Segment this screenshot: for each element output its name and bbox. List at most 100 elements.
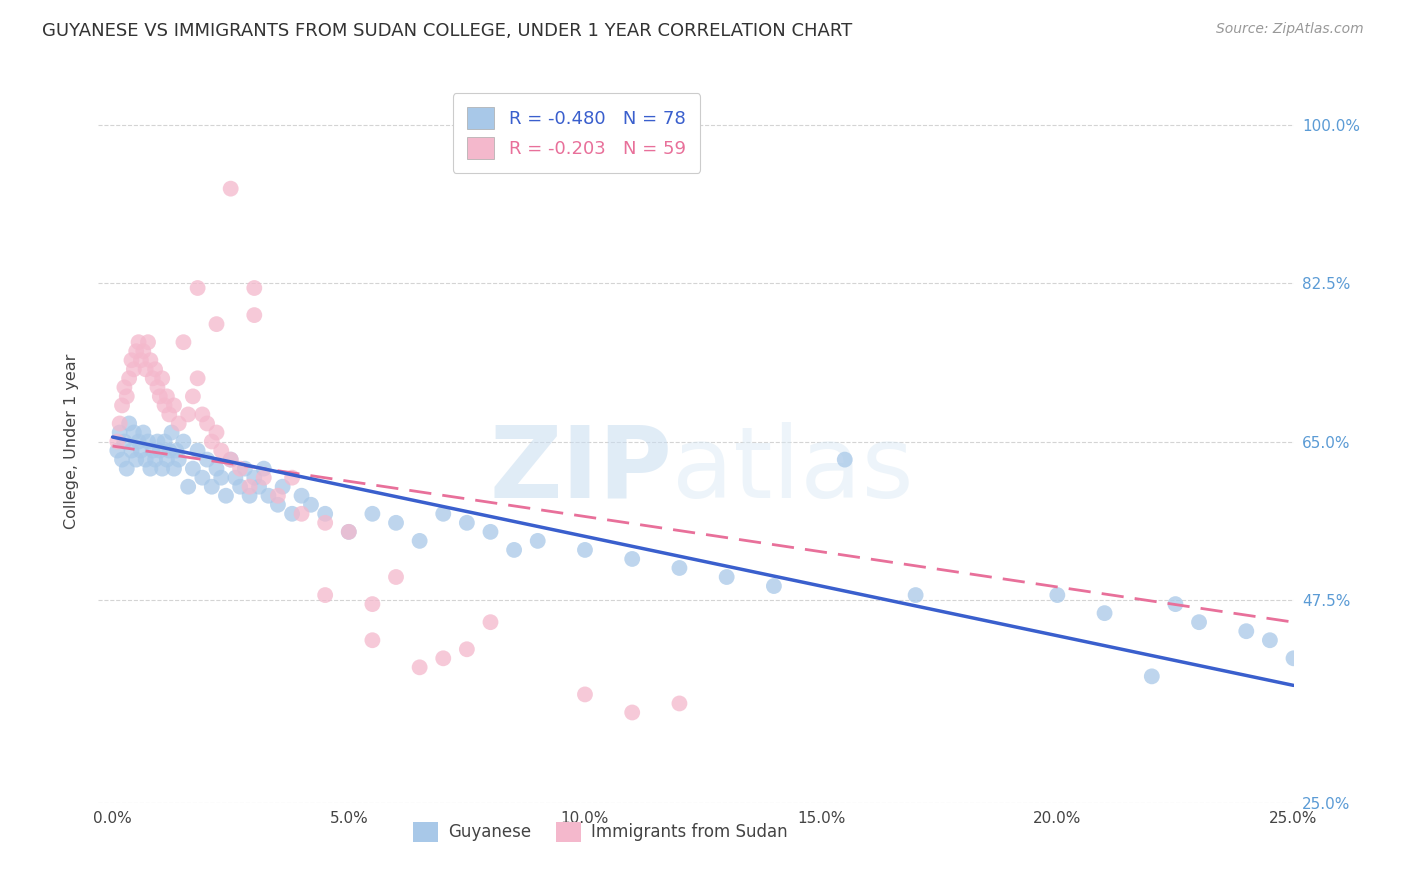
Point <box>299 498 322 512</box>
Point <box>1258 633 1281 648</box>
Point <box>1306 660 1329 674</box>
Point <box>526 533 548 548</box>
Point <box>139 461 162 475</box>
Point <box>105 434 128 449</box>
Point <box>229 461 252 475</box>
Point <box>136 434 159 449</box>
Point <box>191 408 214 422</box>
Point <box>215 489 238 503</box>
Point <box>135 362 157 376</box>
Point <box>408 533 430 548</box>
Point <box>163 461 186 475</box>
Point <box>281 471 304 485</box>
Point <box>290 507 312 521</box>
Point <box>167 417 190 431</box>
Point <box>253 461 276 475</box>
Point <box>111 398 134 412</box>
Point <box>271 480 294 494</box>
Point <box>172 434 194 449</box>
Point <box>112 434 135 449</box>
Point <box>181 461 204 475</box>
Point <box>1330 678 1353 692</box>
Text: ZIP: ZIP <box>489 422 672 519</box>
Point <box>125 452 148 467</box>
Point <box>314 588 336 602</box>
Point <box>122 425 145 440</box>
Point <box>165 443 187 458</box>
Point <box>143 452 166 467</box>
Point <box>139 353 162 368</box>
Point <box>135 452 157 467</box>
Point <box>385 516 408 530</box>
Point <box>115 461 138 475</box>
Point <box>267 498 290 512</box>
Point <box>904 588 927 602</box>
Point <box>219 181 242 195</box>
Text: Source: ZipAtlas.com: Source: ZipAtlas.com <box>1216 22 1364 37</box>
Point <box>132 344 155 359</box>
Point <box>132 425 155 440</box>
Point <box>432 651 454 665</box>
Point <box>201 434 224 449</box>
Point <box>337 524 360 539</box>
Point <box>385 570 408 584</box>
Point <box>209 443 232 458</box>
Text: atlas: atlas <box>672 422 914 519</box>
Point <box>129 443 152 458</box>
Point <box>121 443 143 458</box>
Point <box>115 389 138 403</box>
Point <box>118 371 141 385</box>
Point <box>621 706 644 720</box>
Point <box>187 371 209 385</box>
Text: GUYANESE VS IMMIGRANTS FROM SUDAN COLLEGE, UNDER 1 YEAR CORRELATION CHART: GUYANESE VS IMMIGRANTS FROM SUDAN COLLEG… <box>42 22 852 40</box>
Point <box>239 480 262 494</box>
Point <box>243 471 266 485</box>
Point <box>167 452 190 467</box>
Point <box>361 633 384 648</box>
Point <box>229 480 252 494</box>
Point <box>157 408 180 422</box>
Point <box>150 461 173 475</box>
Point <box>479 615 502 630</box>
Point <box>201 480 224 494</box>
Point <box>146 380 169 394</box>
Point <box>224 471 246 485</box>
Point <box>361 507 384 521</box>
Point <box>149 443 172 458</box>
Point <box>337 524 360 539</box>
Point <box>153 434 176 449</box>
Point <box>118 417 141 431</box>
Point <box>1234 624 1257 639</box>
Point <box>112 380 135 394</box>
Point <box>247 480 270 494</box>
Point <box>503 542 526 557</box>
Point <box>191 471 214 485</box>
Point <box>149 389 172 403</box>
Point <box>157 443 180 458</box>
Point <box>1164 597 1187 611</box>
Point <box>156 452 179 467</box>
Point <box>314 507 336 521</box>
Point <box>1282 651 1305 665</box>
Point <box>1094 606 1116 620</box>
Point <box>1140 669 1163 683</box>
Point <box>233 461 256 475</box>
Point <box>177 408 200 422</box>
Point <box>239 489 262 503</box>
Point <box>128 434 150 449</box>
Point <box>108 417 131 431</box>
Point <box>108 425 131 440</box>
Point <box>121 353 143 368</box>
Point <box>219 452 242 467</box>
Point <box>146 434 169 449</box>
Point <box>281 507 304 521</box>
Point <box>574 542 596 557</box>
Point <box>142 443 165 458</box>
Point <box>456 642 478 657</box>
Point <box>621 552 644 566</box>
Point <box>267 489 290 503</box>
Point <box>125 344 148 359</box>
Point <box>205 461 228 475</box>
Point <box>177 480 200 494</box>
Point <box>290 489 312 503</box>
